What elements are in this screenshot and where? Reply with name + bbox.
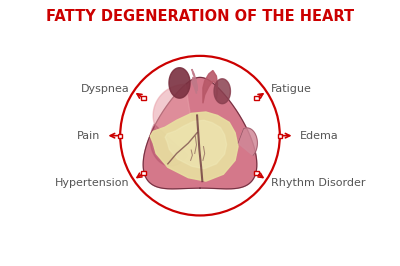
- Polygon shape: [203, 70, 218, 103]
- Polygon shape: [150, 124, 187, 166]
- Polygon shape: [150, 112, 238, 181]
- Polygon shape: [192, 69, 197, 94]
- Bar: [254, 96, 258, 100]
- Text: Hypertension: Hypertension: [55, 178, 130, 188]
- Text: Dyspnea: Dyspnea: [81, 84, 130, 94]
- Bar: [118, 134, 122, 138]
- Text: Fatigue: Fatigue: [270, 84, 312, 94]
- Polygon shape: [214, 79, 230, 104]
- Text: Rhythm Disorder: Rhythm Disorder: [270, 178, 365, 188]
- Polygon shape: [169, 68, 190, 98]
- Polygon shape: [143, 77, 257, 189]
- Bar: [254, 171, 258, 175]
- Polygon shape: [165, 120, 227, 169]
- Text: FATTY DEGENERATION OF THE HEART: FATTY DEGENERATION OF THE HEART: [46, 9, 354, 24]
- Text: Pain: Pain: [77, 131, 100, 141]
- Bar: [142, 171, 146, 175]
- Polygon shape: [238, 128, 257, 155]
- Polygon shape: [153, 84, 195, 147]
- Bar: [142, 96, 146, 100]
- Bar: [278, 134, 282, 138]
- Text: Edema: Edema: [300, 131, 338, 141]
